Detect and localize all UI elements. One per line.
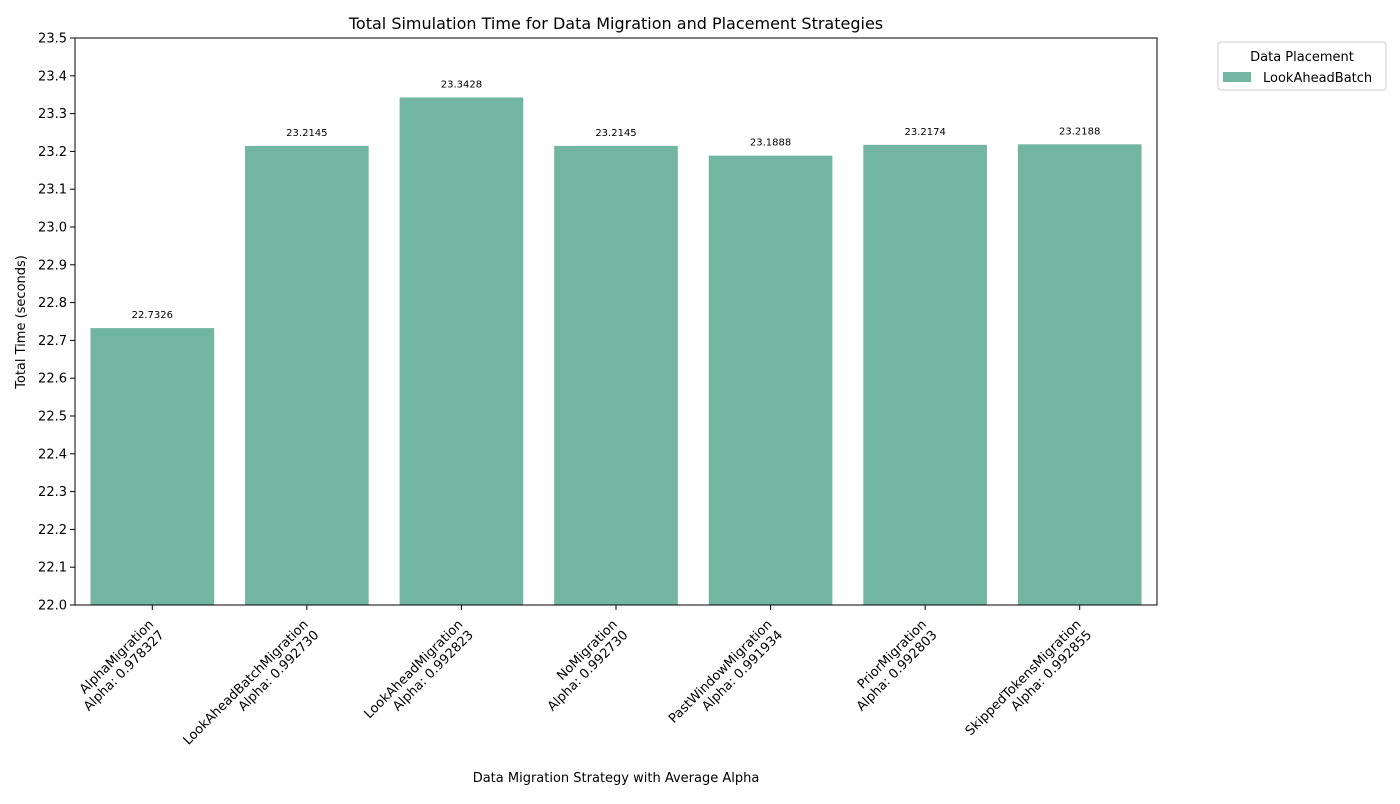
bar (399, 97, 524, 605)
bar-value-label: 23.1888 (750, 138, 791, 149)
y-tick-label: 22.9 (38, 258, 67, 273)
y-tick-label: 22.5 (38, 410, 67, 425)
x-tick-label: NoMigrationAlpha: 0.992730 (534, 617, 631, 714)
bar-value-label: 23.2145 (595, 128, 636, 139)
y-tick-label: 22.3 (38, 485, 67, 500)
y-tick-label: 23.5 (38, 32, 67, 47)
bar (863, 144, 987, 605)
bar (554, 145, 678, 605)
y-tick-label: 22.0 (38, 599, 67, 614)
x-tick-label: AlphaMigrationAlpha: 0.978327 (70, 617, 167, 714)
x-tick-label-name: SkippedTokensMigration (963, 617, 1085, 739)
x-tick-label: LookAheadBatchMigrationAlpha: 0.992730 (181, 617, 323, 759)
bar (90, 328, 215, 605)
y-tick-label: 23.3 (38, 107, 67, 122)
y-tick-label: 22.2 (38, 523, 67, 538)
y-axis-label: Total Time (seconds) (14, 255, 29, 390)
legend: Data Placement LookAheadBatch (1217, 41, 1387, 91)
y-tick-label: 22.1 (38, 561, 67, 576)
bar-value-label: 23.3428 (441, 79, 482, 90)
x-tick-label: PastWindowMigrationAlpha: 0.991934 (666, 617, 786, 737)
y-tick-label: 23.1 (38, 183, 67, 198)
legend-frame (1217, 41, 1387, 91)
y-tick-label: 23.0 (38, 221, 67, 236)
y-tick-label: 23.2 (38, 145, 67, 160)
bar-value-label: 23.2145 (286, 128, 327, 139)
x-tick-label-name: LookAheadBatchMigration (181, 617, 312, 748)
y-tick-label: 22.4 (38, 447, 67, 462)
bar (245, 145, 369, 605)
legend-title: Data Placement (1250, 50, 1354, 65)
bar (1017, 144, 1142, 606)
bar-value-label: 22.7326 (132, 310, 173, 321)
x-axis-label: Data Migration Strategy with Average Alp… (473, 771, 760, 786)
x-tick-label: PriorMigrationAlpha: 0.992803 (843, 617, 940, 714)
y-tick-label: 22.7 (38, 334, 67, 349)
y-tick-label: 23.4 (38, 69, 67, 84)
x-tick-label: SkippedTokensMigrationAlpha: 0.992855 (963, 617, 1095, 749)
legend-entry-label: LookAheadBatch (1263, 71, 1372, 86)
x-tick-label-name: PastWindowMigration (666, 617, 775, 726)
bar (708, 155, 833, 605)
legend-swatch (1223, 72, 1251, 82)
chart-title: Total Simulation Time for Data Migration… (348, 14, 883, 33)
y-tick-label: 22.8 (38, 296, 67, 311)
plot-frame (74, 37, 1158, 606)
bar-value-label: 23.2188 (1059, 126, 1100, 137)
x-tick-label-name: LookAheadMigration (362, 617, 467, 722)
x-tick-label: LookAheadMigrationAlpha: 0.992823 (362, 617, 477, 732)
y-tick-label: 22.6 (38, 372, 67, 387)
bar-value-label: 23.2174 (904, 127, 945, 138)
plot-area: 22.0 22.1 22.2 22.3 22.4 22.5 22.6 22.7 22.8 22.9… (38, 32, 1142, 759)
